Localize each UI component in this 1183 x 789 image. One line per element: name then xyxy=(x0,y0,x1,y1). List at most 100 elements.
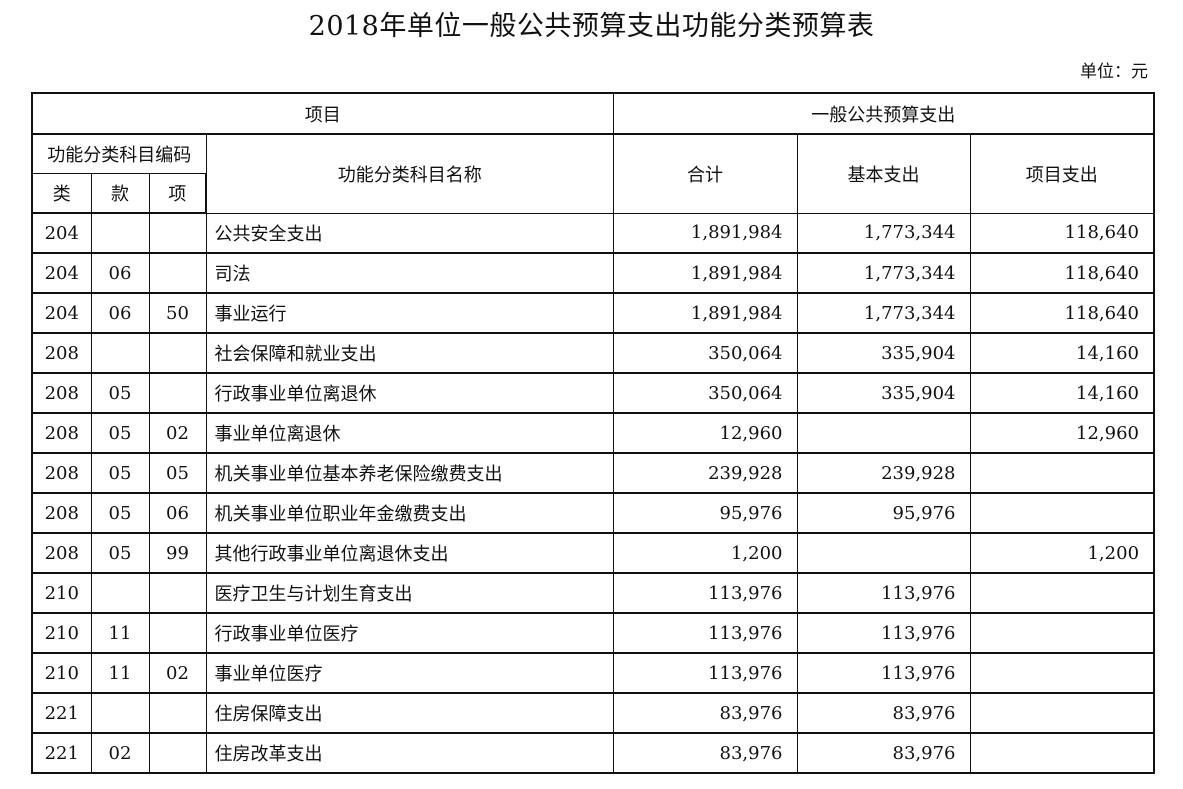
section-code: 11 xyxy=(90,612,150,654)
total-amount: 12,960 xyxy=(612,412,798,454)
item-code xyxy=(148,212,207,254)
section-code: 05 xyxy=(90,412,150,454)
total-amount: 113,976 xyxy=(612,652,798,694)
basic-amount: 113,976 xyxy=(796,572,971,614)
category-code: 208 xyxy=(31,532,92,574)
total-amount: 1,891,984 xyxy=(612,252,798,294)
table-row: 210 11 02 事业单位医疗 113,976 113,976 xyxy=(31,652,1156,694)
basic-amount: 83,976 xyxy=(796,732,971,774)
category-code: 208 xyxy=(31,332,92,374)
basic-amount: 1,773,344 xyxy=(796,212,971,254)
category-code: 210 xyxy=(31,572,92,614)
basic-amount: 113,976 xyxy=(796,612,971,654)
header-section: 款 xyxy=(90,173,150,214)
section-code xyxy=(90,572,150,614)
category-code: 208 xyxy=(31,372,92,414)
project-amount xyxy=(969,492,1156,534)
basic-amount: 83,976 xyxy=(796,692,971,734)
total-amount: 95,976 xyxy=(612,492,798,534)
item-code: 06 xyxy=(148,492,207,534)
category-code: 204 xyxy=(31,292,92,334)
subject-name: 事业单位离退休 xyxy=(205,412,614,454)
section-code: 06 xyxy=(90,292,150,334)
category-code: 210 xyxy=(31,612,92,654)
project-amount xyxy=(969,452,1156,494)
item-code: 99 xyxy=(148,532,207,574)
subject-name: 事业运行 xyxy=(205,292,614,334)
header-category: 类 xyxy=(31,173,92,214)
table-row: 208 05 05 机关事业单位基本养老保险缴费支出 239,928 239,928 xyxy=(31,452,1156,494)
header-code-group: 功能分类科目编码 xyxy=(31,133,207,174)
table-row: 204 公共安全支出 1,891,984 1,773,344 118,640 xyxy=(31,212,1156,254)
basic-amount: 335,904 xyxy=(796,332,971,374)
total-amount: 113,976 xyxy=(612,612,798,654)
category-code: 208 xyxy=(31,452,92,494)
item-code: 50 xyxy=(148,292,207,334)
subject-name: 住房改革支出 xyxy=(205,732,614,774)
project-amount xyxy=(969,612,1156,654)
header-item-code: 项 xyxy=(148,173,207,214)
total-amount: 83,976 xyxy=(612,692,798,734)
subject-name: 社会保障和就业支出 xyxy=(205,332,614,374)
page-title: 2018年单位一般公共预算支出功能分类预算表 xyxy=(308,11,875,42)
basic-amount: 239,928 xyxy=(796,452,971,494)
subject-name: 医疗卫生与计划生育支出 xyxy=(205,572,614,614)
project-amount xyxy=(969,692,1156,734)
total-amount: 350,064 xyxy=(612,372,798,414)
category-code: 221 xyxy=(31,732,92,774)
total-amount: 1,200 xyxy=(612,532,798,574)
total-amount: 83,976 xyxy=(612,732,798,774)
item-code xyxy=(148,372,207,414)
category-code: 204 xyxy=(31,212,92,254)
subject-name: 事业单位医疗 xyxy=(205,652,614,694)
section-code: 11 xyxy=(90,652,150,694)
section-code: 05 xyxy=(90,372,150,414)
item-code xyxy=(148,732,207,774)
header-name: 功能分类科目名称 xyxy=(205,133,614,214)
section-code xyxy=(90,212,150,254)
basic-amount: 1,773,344 xyxy=(796,292,971,334)
basic-amount xyxy=(796,412,971,454)
project-amount: 1,200 xyxy=(969,532,1156,574)
category-code: 221 xyxy=(31,692,92,734)
table-row: 208 05 行政事业单位离退休 350,064 335,904 14,160 xyxy=(31,372,1156,414)
basic-amount: 1,773,344 xyxy=(796,252,971,294)
total-amount: 239,928 xyxy=(612,452,798,494)
category-code: 210 xyxy=(31,652,92,694)
item-code xyxy=(148,572,207,614)
basic-amount: 113,976 xyxy=(796,652,971,694)
header-project: 项目支出 xyxy=(969,133,1156,214)
subject-name: 公共安全支出 xyxy=(205,212,614,254)
section-code: 05 xyxy=(90,452,150,494)
project-amount xyxy=(969,732,1156,774)
subject-name: 行政事业单位医疗 xyxy=(205,612,614,654)
project-amount: 12,960 xyxy=(969,412,1156,454)
unit-label: 单位：元 xyxy=(1080,62,1148,82)
subject-name: 机关事业单位基本养老保险缴费支出 xyxy=(205,452,614,494)
header-basic: 基本支出 xyxy=(796,133,971,214)
table-row: 210 11 行政事业单位医疗 113,976 113,976 xyxy=(31,612,1156,654)
item-code: 02 xyxy=(148,652,207,694)
project-amount xyxy=(969,572,1156,614)
section-code xyxy=(90,332,150,374)
project-amount xyxy=(969,652,1156,694)
section-code: 05 xyxy=(90,532,150,574)
subject-name: 其他行政事业单位离退休支出 xyxy=(205,532,614,574)
subject-name: 住房保障支出 xyxy=(205,692,614,734)
item-code xyxy=(148,612,207,654)
total-amount: 350,064 xyxy=(612,332,798,374)
table-row: 204 06 50 事业运行 1,891,984 1,773,344 118,640 xyxy=(31,292,1156,334)
table-row: 204 06 司法 1,891,984 1,773,344 118,640 xyxy=(31,252,1156,294)
table-row: 208 05 99 其他行政事业单位离退休支出 1,200 1,200 xyxy=(31,532,1156,574)
table-row: 210 医疗卫生与计划生育支出 113,976 113,976 xyxy=(31,572,1156,614)
project-amount: 118,640 xyxy=(969,252,1156,294)
item-code: 05 xyxy=(148,452,207,494)
header-item: 项目 xyxy=(31,92,614,135)
section-code: 05 xyxy=(90,492,150,534)
table-row: 208 05 06 机关事业单位职业年金缴费支出 95,976 95,976 xyxy=(31,492,1156,534)
section-code: 02 xyxy=(90,732,150,774)
subject-name: 行政事业单位离退休 xyxy=(205,372,614,414)
table-row: 221 住房保障支出 83,976 83,976 xyxy=(31,692,1156,734)
item-code xyxy=(148,332,207,374)
table-row: 208 05 02 事业单位离退休 12,960 12,960 xyxy=(31,412,1156,454)
